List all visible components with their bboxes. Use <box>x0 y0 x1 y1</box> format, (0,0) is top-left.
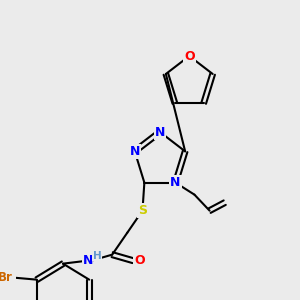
Text: N: N <box>82 254 93 267</box>
Text: S: S <box>138 204 147 217</box>
Text: Br: Br <box>0 271 13 284</box>
Text: O: O <box>134 254 145 267</box>
Text: N: N <box>130 145 140 158</box>
Text: H: H <box>93 251 101 261</box>
Text: O: O <box>184 50 195 62</box>
Text: N: N <box>170 176 181 189</box>
Text: N: N <box>155 125 165 139</box>
